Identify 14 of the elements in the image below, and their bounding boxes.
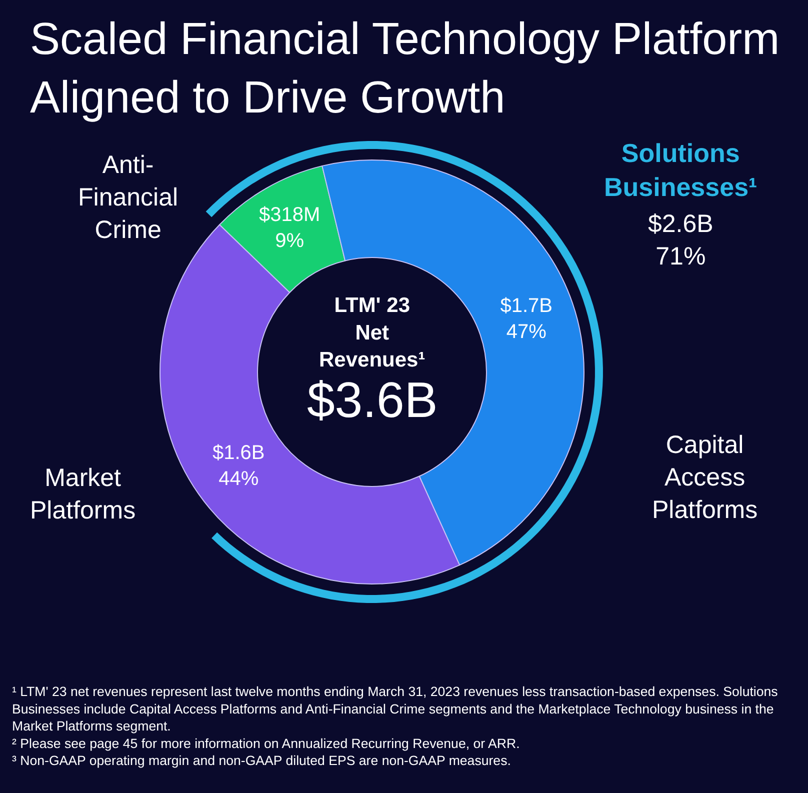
- text: ² Please see page 45 for more information on Annualized Recurring Revenue, or ARR.: [12, 736, 520, 751]
- text: ³ Non-GAAP operating margin and non-GAAP diluted EPS are non-GAAP measures.: [12, 753, 511, 768]
- text: LTM' 23 Net Revenues¹: [319, 294, 426, 372]
- text: $3.6B: [307, 372, 438, 428]
- text: ¹ LTM' 23 net revenues represent last twelve months ending March 31, 2023 revenues less transaction-based expenses. Solutions Businesses include Capital Access Platforms and Anti-Financial Crime segments and the Marketplace Technology business in the Market Platforms segment.: [12, 684, 778, 734]
- data-label: $318M 9%: [259, 204, 320, 252]
- data-label: $1.6B 44%: [212, 442, 265, 490]
- slice-label: Anti- Financial Crime: [78, 151, 178, 244]
- chart-title: Scaled Financial Technology Platform Aligned to Drive Growth: [30, 13, 780, 122]
- slice-label: Capital Access Platforms: [652, 431, 758, 524]
- text: Solutions Businesses¹: [604, 138, 758, 202]
- data-label: $1.7B 47%: [500, 294, 552, 343]
- text: $2.6B 71%: [648, 210, 714, 270]
- slice-label: Market Platforms: [30, 464, 136, 524]
